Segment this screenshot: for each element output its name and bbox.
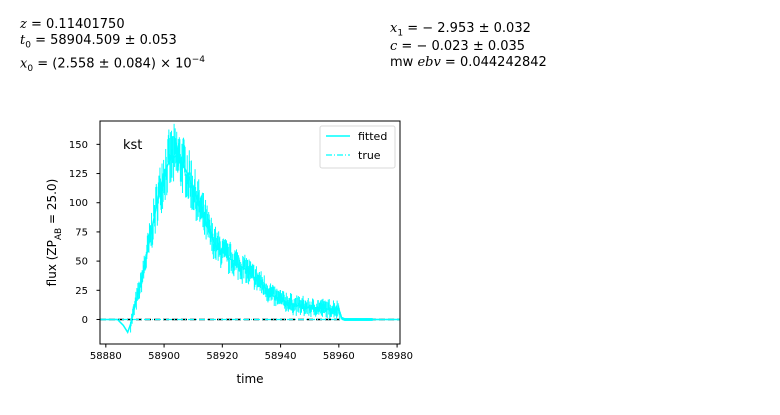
x-tick-label: 58920 (206, 351, 238, 362)
x-tick-label: 58940 (265, 351, 297, 362)
param-mwebv: mw ebv = 0.044242842 (390, 55, 547, 70)
param-mwebv-value: 0.044242842 (459, 55, 547, 70)
param-x1: x1 = − 2.953 ± 0.032 (390, 21, 531, 39)
y-tick-label: 75 (75, 227, 88, 238)
y-tick-label: 0 (82, 315, 88, 326)
param-c-value: − 0.023 ± 0.035 (416, 39, 526, 54)
x-tick-label: 58960 (323, 351, 355, 362)
x-axis-label: time (236, 372, 263, 386)
plot-content (100, 123, 400, 335)
y-tick-label: 125 (69, 169, 88, 180)
y-tick-label: 150 (69, 140, 88, 151)
x-tick-label: 58880 (90, 351, 122, 362)
y-tick-label: 50 (75, 257, 88, 268)
param-x0: x0 = (2.558 ± 0.084) × 10−4 (20, 55, 205, 74)
legend: fitted true (319, 125, 396, 169)
plot-frame (99, 120, 401, 345)
param-x1-value: − 2.953 ± 0.032 (422, 21, 531, 36)
x-tick-label: 58900 (148, 351, 180, 362)
y-tick-label: 100 (69, 198, 88, 209)
band-label: kst (123, 138, 142, 153)
axes-layer: 58880 58900 58920 58940 58960 58980 0 25 50 75 100… (45, 120, 413, 386)
param-t0: t0 = 58904.509 ± 0.053 (20, 33, 177, 51)
fitted-curve (100, 155, 400, 335)
param-z: z = 0.11401750 (20, 17, 125, 32)
param-x0-value: (2.558 ± 0.084) × 10 (52, 56, 192, 72)
param-c: c = − 0.023 ± 0.035 (390, 39, 526, 54)
y-axis-label: flux (ZPAB = 25.0) (45, 179, 64, 287)
legend-label-fitted: fitted (358, 130, 387, 143)
param-x0-exponent: −4 (191, 55, 205, 65)
param-z-value: 0.11401750 (46, 17, 125, 32)
param-t0-value: 58904.509 ± 0.053 (50, 33, 177, 48)
y-tick-label: 25 (75, 286, 88, 297)
x-tick-label: 58980 (381, 351, 413, 362)
legend-label-true: true (358, 149, 381, 162)
